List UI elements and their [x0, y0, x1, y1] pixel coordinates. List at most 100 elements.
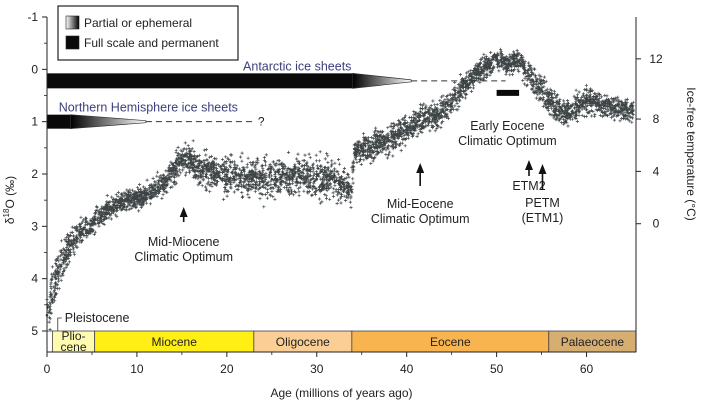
- data-point: [117, 201, 121, 205]
- y-right-tick-label: 8: [653, 112, 660, 126]
- data-point: [225, 175, 229, 178]
- data-point: [50, 293, 53, 296]
- x-tick-label: 50: [490, 362, 504, 376]
- data-point: [171, 170, 175, 173]
- ice-sheet-fade: [352, 72, 412, 89]
- data-point: [423, 117, 426, 121]
- data-point: [441, 109, 444, 113]
- data-point: [522, 65, 525, 69]
- data-point: [99, 214, 103, 218]
- x-axis-title: Age (millions of years ago): [270, 386, 412, 400]
- annotation-arrowhead: [416, 163, 425, 173]
- data-point: [324, 175, 328, 178]
- annotation-label: PETM (ETM1): [522, 196, 564, 225]
- data-point: [68, 243, 71, 246]
- data-point: [81, 227, 85, 231]
- x-tick-label: 30: [310, 362, 324, 376]
- data-point: [576, 104, 579, 108]
- data-point: [468, 78, 471, 82]
- data-point: [135, 196, 139, 199]
- data-point: [612, 107, 615, 110]
- annotation-label: Early Eocene Climatic Optimum: [458, 119, 557, 148]
- ice-sheet-bars: Antarctic ice sheets Northern Hemisphere …: [47, 59, 520, 130]
- legend-box: [57, 5, 239, 61]
- data-point: [603, 104, 606, 108]
- legend-swatch-gradient: [65, 15, 80, 30]
- data-point: [63, 253, 67, 257]
- ice-sheet-solid-bar: [47, 114, 71, 129]
- data-point: [72, 238, 76, 241]
- data-point: [243, 177, 247, 181]
- annotation-arrowhead: [524, 160, 533, 170]
- data-point: [504, 62, 507, 66]
- x-tick-label: 20: [220, 362, 234, 376]
- data-point: [378, 141, 382, 144]
- legend-swatch-solid: [65, 35, 80, 50]
- data-point: [297, 172, 301, 176]
- data-point: [189, 159, 193, 163]
- data-point: [396, 133, 400, 137]
- data-point: [180, 157, 184, 160]
- data-point: [558, 109, 561, 113]
- data-point: [549, 99, 552, 103]
- epoch-label: Plio-cene: [61, 329, 87, 354]
- data-point: [90, 222, 94, 226]
- data-point: [459, 88, 462, 92]
- data-point: [153, 188, 157, 191]
- y-left-axis-title: δ18O (‰): [2, 176, 17, 224]
- data-point: [279, 175, 283, 178]
- y-right-tick-label: 12: [649, 52, 663, 66]
- epoch-label: Palaeocene: [561, 335, 625, 349]
- data-point: [59, 264, 62, 267]
- data-point: [126, 198, 130, 202]
- ice-sheet-label: Northern Hemisphere ice sheets: [59, 101, 238, 115]
- data-point: [198, 170, 202, 173]
- x-tick-label: 10: [130, 362, 144, 376]
- data-point: [369, 146, 373, 150]
- y-left-tick-label: 0: [31, 62, 38, 76]
- epoch-timescale: Plio-cene Miocene Oligocene Eocene Palaeocen…: [46, 311, 637, 354]
- ice-sheet-fade: [70, 114, 147, 130]
- data-point: [387, 138, 391, 142]
- data-point: [353, 151, 356, 155]
- data-point: [216, 172, 220, 176]
- data-point: [513, 60, 516, 63]
- y-left-tick-label: 1: [31, 115, 38, 129]
- data-point: [342, 183, 346, 186]
- data-point: [585, 99, 588, 103]
- d18o-data-points: [45, 47, 635, 332]
- question-mark: ?: [258, 115, 265, 129]
- data-point: [333, 180, 337, 184]
- annotations: Mid-Miocene Climatic Optimum Mid-Eocene Cli…: [134, 119, 563, 264]
- epoch-label: Miocene: [152, 335, 198, 349]
- annotation-arrowhead: [179, 207, 188, 217]
- data-point: [432, 115, 435, 118]
- pleistocene-bracket: [57, 317, 62, 331]
- data-point: [108, 206, 112, 210]
- data-point: [315, 177, 319, 181]
- data-point: [540, 88, 543, 92]
- data-point: [405, 128, 408, 131]
- data-point: [531, 78, 534, 82]
- y-left-tick-label: -1: [27, 10, 38, 24]
- data-point: [567, 112, 570, 116]
- annotation-label: ETM2: [512, 179, 545, 193]
- data-point: [207, 170, 211, 173]
- data-point: [234, 172, 238, 176]
- epoch-label: Eocene: [430, 335, 471, 349]
- y-left-tick-label: 5: [31, 324, 38, 338]
- y-right-axis-title: Ice-free temperature (°C): [684, 87, 698, 221]
- data-point: [288, 177, 292, 181]
- data-point: [270, 177, 274, 181]
- data-point: [360, 146, 364, 150]
- data-point: [594, 102, 597, 105]
- ice-sheet-solid-bar: [47, 73, 353, 89]
- data-point: [162, 183, 166, 186]
- x-tick-label: 60: [580, 362, 594, 376]
- data-point: [261, 180, 265, 184]
- data-point: [54, 277, 58, 280]
- legend-label: Partial or ephemeral: [84, 16, 192, 30]
- data-point: [306, 175, 310, 178]
